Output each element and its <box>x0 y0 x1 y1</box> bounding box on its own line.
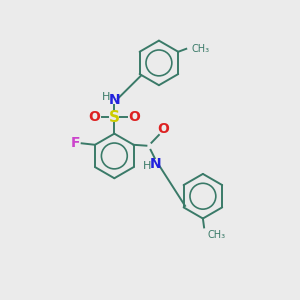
Text: N: N <box>109 93 120 107</box>
Text: F: F <box>71 136 80 150</box>
Text: N: N <box>149 157 161 170</box>
Text: H: H <box>143 161 151 172</box>
Text: CH₃: CH₃ <box>207 230 226 240</box>
Text: O: O <box>129 110 140 124</box>
Text: CH₃: CH₃ <box>192 44 210 54</box>
Text: H: H <box>102 92 110 101</box>
Text: O: O <box>157 122 169 136</box>
Text: O: O <box>88 110 100 124</box>
Text: S: S <box>109 110 120 125</box>
